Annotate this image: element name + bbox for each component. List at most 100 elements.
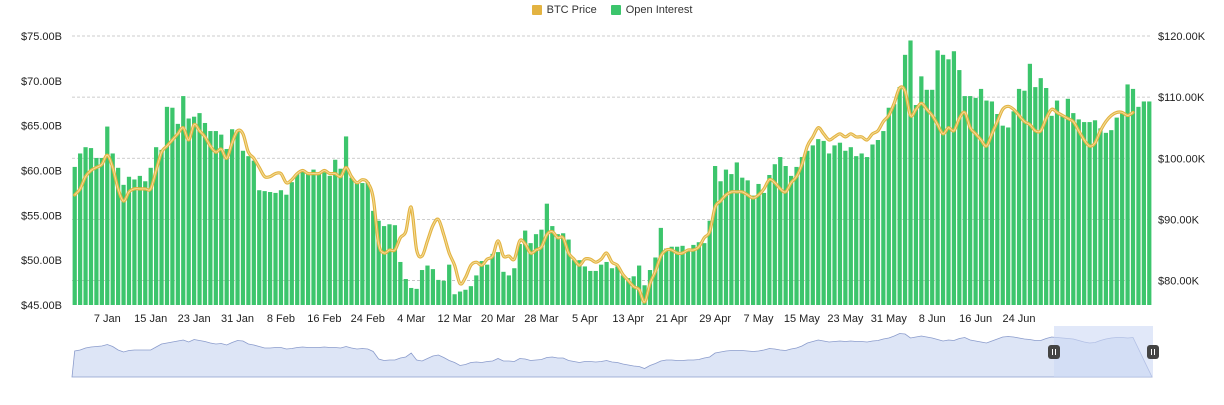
open-interest-bar[interactable] bbox=[837, 142, 843, 305]
open-interest-bar[interactable] bbox=[213, 131, 218, 305]
open-interest-bar[interactable] bbox=[946, 59, 951, 306]
open-interest-bar[interactable] bbox=[235, 130, 240, 305]
open-interest-bar[interactable] bbox=[322, 172, 327, 305]
open-interest-bar[interactable] bbox=[463, 289, 468, 305]
open-interest-bar[interactable] bbox=[778, 157, 783, 305]
navigator-selection[interactable] bbox=[1054, 326, 1153, 377]
open-interest-bar[interactable] bbox=[919, 76, 924, 305]
open-interest-bar[interactable] bbox=[745, 180, 750, 305]
open-interest-bar[interactable] bbox=[305, 173, 311, 305]
open-interest-bar[interactable] bbox=[295, 174, 300, 305]
open-interest-bar[interactable] bbox=[528, 243, 533, 305]
open-interest-bar[interactable] bbox=[843, 150, 848, 305]
open-interest-bar[interactable] bbox=[506, 275, 511, 305]
open-interest-bar[interactable] bbox=[240, 150, 246, 305]
open-interest-bar[interactable] bbox=[620, 275, 625, 305]
open-interest-bar[interactable] bbox=[116, 167, 121, 305]
open-interest-bar[interactable] bbox=[593, 270, 598, 305]
open-interest-bar[interactable] bbox=[756, 183, 761, 305]
open-interest-bar[interactable] bbox=[902, 54, 908, 305]
open-interest-bar[interactable] bbox=[886, 107, 891, 305]
open-interest-bar[interactable] bbox=[940, 54, 946, 305]
open-interest-bar[interactable] bbox=[376, 220, 381, 305]
open-interest-bar[interactable] bbox=[1098, 128, 1103, 305]
open-interest-bar[interactable] bbox=[316, 173, 322, 305]
open-interest-bar[interactable] bbox=[83, 147, 88, 305]
open-interest-bar[interactable] bbox=[78, 153, 83, 305]
open-interest-bar[interactable] bbox=[642, 285, 647, 305]
open-interest-bar[interactable] bbox=[349, 177, 354, 305]
open-interest-bar[interactable] bbox=[333, 159, 338, 305]
open-interest-bar[interactable] bbox=[637, 265, 642, 305]
open-interest-bar[interactable] bbox=[854, 156, 859, 305]
open-interest-bar[interactable] bbox=[924, 89, 929, 305]
open-interest-bar[interactable] bbox=[995, 114, 1000, 305]
open-interest-bar[interactable] bbox=[88, 148, 94, 305]
open-interest-bar[interactable] bbox=[794, 166, 799, 305]
open-interest-bar[interactable] bbox=[360, 183, 365, 305]
open-interest-bar[interactable] bbox=[962, 96, 967, 305]
open-interest-bar[interactable] bbox=[1000, 125, 1005, 305]
open-interest-bar[interactable] bbox=[105, 126, 110, 305]
open-interest-bar[interactable] bbox=[577, 260, 582, 305]
open-interest-bar[interactable] bbox=[425, 265, 430, 305]
open-interest-bar[interactable] bbox=[143, 181, 148, 305]
open-interest-bar[interactable] bbox=[343, 136, 349, 305]
open-interest-bar[interactable] bbox=[110, 153, 115, 305]
open-interest-bar[interactable] bbox=[864, 157, 870, 305]
open-interest-bar[interactable] bbox=[495, 252, 501, 305]
open-interest-bar[interactable] bbox=[175, 123, 180, 306]
navigator-handle-right[interactable] bbox=[1147, 345, 1159, 359]
open-interest-bar[interactable] bbox=[430, 269, 436, 305]
open-interest-bar[interactable] bbox=[1033, 87, 1038, 305]
open-interest-bar[interactable] bbox=[1016, 88, 1022, 306]
open-interest-bar[interactable] bbox=[1114, 117, 1119, 305]
open-interest-bar[interactable] bbox=[284, 194, 289, 305]
open-interest-bar[interactable] bbox=[219, 134, 224, 305]
open-interest-bar[interactable] bbox=[485, 264, 490, 305]
open-interest-bar[interactable] bbox=[1006, 127, 1011, 306]
open-interest-bar[interactable] bbox=[436, 279, 441, 305]
open-interest-bar[interactable] bbox=[1071, 113, 1076, 305]
open-interest-bar[interactable] bbox=[1092, 120, 1098, 305]
open-interest-bar[interactable] bbox=[609, 268, 615, 305]
open-interest-bar[interactable] bbox=[550, 226, 555, 305]
open-interest-bar[interactable] bbox=[772, 164, 777, 305]
open-interest-bar[interactable] bbox=[392, 225, 398, 305]
open-interest-bar[interactable] bbox=[930, 89, 935, 305]
open-interest-bar[interactable] bbox=[897, 87, 902, 305]
open-interest-bar[interactable] bbox=[251, 160, 256, 305]
open-interest-bar[interactable] bbox=[398, 261, 403, 305]
open-interest-bar[interactable] bbox=[419, 270, 425, 305]
open-interest-bar[interactable] bbox=[267, 192, 273, 305]
open-interest-bar[interactable] bbox=[718, 181, 723, 305]
open-interest-bar[interactable] bbox=[1087, 122, 1092, 305]
legend-item-btc-price[interactable]: BTC Price bbox=[531, 4, 597, 16]
open-interest-bar[interactable] bbox=[561, 233, 566, 305]
open-interest-bar[interactable] bbox=[826, 153, 832, 305]
open-interest-bar[interactable] bbox=[1022, 90, 1027, 305]
open-interest-bar[interactable] bbox=[875, 140, 881, 305]
open-interest-bar[interactable] bbox=[479, 261, 484, 305]
open-interest-bar[interactable] bbox=[224, 148, 229, 305]
open-interest-bar[interactable] bbox=[783, 166, 788, 305]
open-interest-bar[interactable] bbox=[164, 106, 170, 305]
open-interest-bar[interactable] bbox=[208, 131, 213, 305]
open-interest-bar[interactable] bbox=[327, 175, 332, 305]
open-interest-bar[interactable] bbox=[468, 286, 474, 305]
open-interest-bar[interactable] bbox=[685, 251, 691, 305]
open-interest-bar[interactable] bbox=[311, 169, 316, 305]
open-interest-bar[interactable] bbox=[821, 140, 826, 305]
open-interest-bar[interactable] bbox=[148, 167, 153, 305]
open-interest-bar[interactable] bbox=[192, 116, 197, 305]
open-interest-bar[interactable] bbox=[1147, 101, 1152, 306]
open-interest-bar[interactable] bbox=[881, 131, 886, 305]
open-interest-bar[interactable] bbox=[664, 248, 669, 305]
legend-item-open-interest[interactable]: Open Interest bbox=[610, 4, 692, 16]
open-interest-bar[interactable] bbox=[121, 184, 126, 305]
open-interest-bar[interactable] bbox=[588, 270, 593, 305]
open-interest-bar[interactable] bbox=[278, 190, 284, 305]
open-interest-bar[interactable] bbox=[202, 122, 208, 305]
open-interest-bar[interactable] bbox=[1027, 63, 1033, 305]
open-interest-bar[interactable] bbox=[1109, 130, 1114, 305]
